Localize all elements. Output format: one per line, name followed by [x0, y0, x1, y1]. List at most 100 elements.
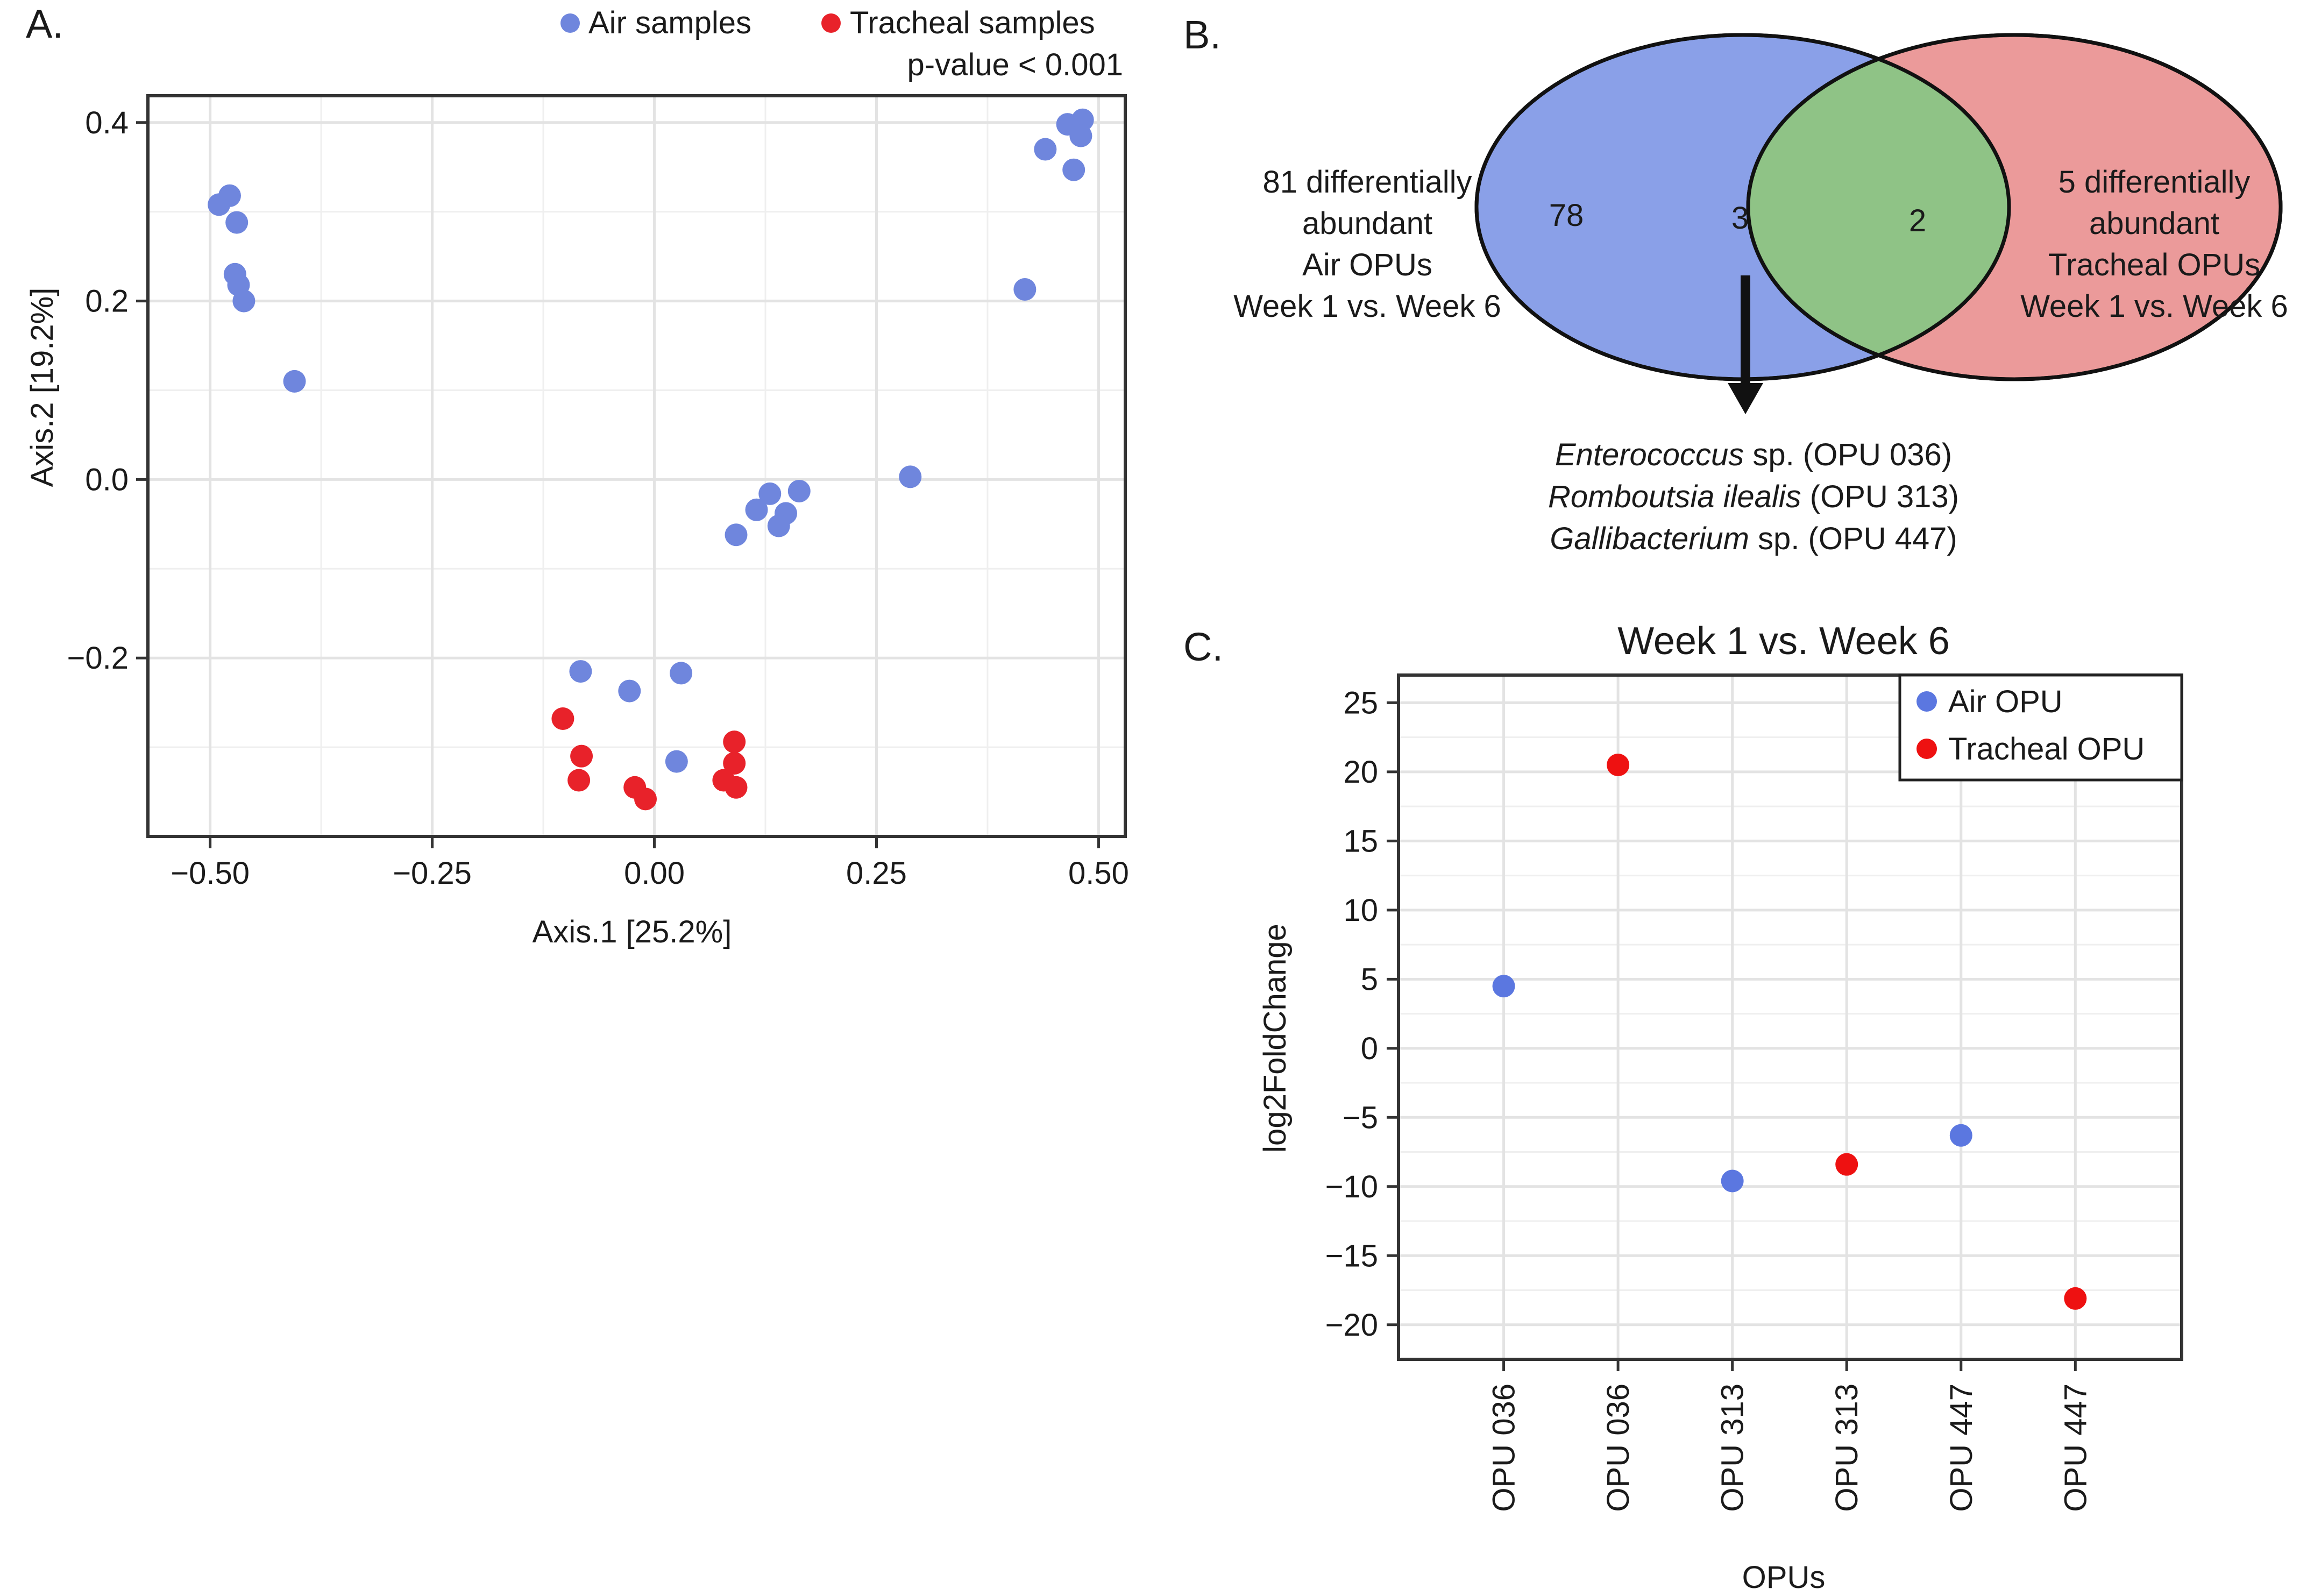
tracheal-opu-point [1835, 1153, 1858, 1176]
p-value-annotation: p-value < 0.001 [907, 47, 1123, 82]
legend-tracheal-label: Tracheal samples [850, 5, 1095, 40]
y-tick-label: 0.4 [85, 105, 129, 140]
pcoa-y-axis-label: Axis.2 [19.2%] [25, 288, 60, 487]
logfc-y-ticks: −20 −15 −10 −5 0 5 10 15 20 25 [1325, 685, 1399, 1343]
y-tick-label: 0.2 [85, 284, 129, 319]
venn-tracheal-count: 2 [1909, 203, 1926, 238]
x-tick-label: −0.50 [171, 856, 250, 891]
air-sample-point [225, 211, 249, 234]
x-tick-label: −0.25 [393, 856, 472, 891]
tracheal-opu-point [2064, 1287, 2087, 1310]
y-tick-label: 5 [1361, 962, 1378, 997]
venn-air-label-line: Air OPUs [1302, 247, 1432, 282]
tracheal-opu-point [1607, 754, 1630, 777]
y-tick-label: −10 [1325, 1169, 1378, 1204]
air-opu-point [1492, 975, 1515, 998]
air-sample-point [787, 479, 811, 502]
y-tick-label: 0.0 [85, 462, 129, 497]
air-sample-point [283, 370, 306, 393]
species-genus: Gallibacterium [1550, 521, 1749, 556]
air-opu-point [1721, 1169, 1744, 1193]
tracheal-sample-point [723, 730, 746, 754]
pcoa-y-ticks: −0.2 0.0 0.2 0.4 [67, 105, 148, 676]
pcoa-plot-frame [146, 94, 1127, 838]
air-sample-point [232, 289, 255, 313]
pcoa-panel: A. Air samples Tracheal samples p-value … [25, 2, 1129, 949]
logfc-x-axis-label: OPUs [1742, 1560, 1826, 1595]
legend-air-opu-marker [1916, 691, 1937, 712]
air-sample-point [899, 465, 922, 488]
shared-species-list: Enterococcus sp. (OPU 036) Romboutsia il… [1548, 437, 1959, 556]
species-line: Romboutsia ilealis (OPU 313) [1548, 479, 1959, 514]
air-sample-point [1069, 124, 1092, 147]
tracheal-sample-point [570, 744, 593, 768]
venn-overlap-count: 3 [1731, 201, 1749, 236]
air-sample-point [758, 482, 782, 505]
panel-c-letter: C. [1183, 625, 1223, 669]
air-sample-point [670, 662, 693, 685]
y-tick-label: 0 [1361, 1031, 1378, 1066]
species-genus: Enterococcus [1555, 437, 1744, 472]
x-tick-label: OPU 036 [1487, 1384, 1522, 1512]
venn-tracheal-label-line: 5 differentially [2059, 165, 2251, 200]
x-tick-label: 0.00 [624, 856, 685, 891]
tracheal-sample-point [551, 707, 574, 730]
tracheal-sample-point [634, 788, 657, 811]
air-sample-point [1062, 158, 1085, 181]
y-tick-label: 20 [1343, 755, 1378, 790]
x-tick-label: OPU 447 [2058, 1384, 2093, 1512]
x-tick-label: 0.50 [1068, 856, 1129, 891]
logfc-points [1492, 754, 2087, 1310]
venn-air-label-line: abundant [1302, 206, 1432, 241]
air-sample-point [767, 514, 790, 537]
air-sample-point [1034, 138, 1057, 161]
venn-tracheal-outline [1746, 33, 2283, 381]
air-sample-point [569, 660, 592, 683]
panel-b-letter: B. [1183, 12, 1221, 57]
species-detail: (OPU 313) [1801, 479, 1959, 514]
legend-tracheal-marker [821, 13, 841, 33]
species-detail: sp. (OPU 447) [1749, 521, 1957, 556]
air-sample-point [665, 750, 688, 773]
air-sample-point [218, 184, 241, 207]
logfc-grid [1399, 675, 2182, 1359]
tracheal-sample-point [725, 776, 748, 799]
y-tick-label: −20 [1325, 1308, 1378, 1343]
air-sample-point [725, 523, 748, 547]
legend-tracheal-opu-label: Tracheal OPU [1948, 732, 2145, 767]
tracheal-sample-point [567, 769, 591, 792]
venn-air-label-line: 81 differentially [1262, 165, 1472, 200]
air-sample-point [1013, 278, 1037, 301]
x-tick-label: OPU 036 [1601, 1384, 1636, 1512]
venn-tracheal-description: 5 differentially abundant Tracheal OPUs … [2020, 165, 2288, 324]
logfc-y-axis-label: log2FoldChange [1258, 924, 1293, 1153]
pcoa-x-ticks: −0.50 −0.25 0.00 0.25 0.50 [171, 836, 1129, 891]
y-tick-label: 10 [1343, 893, 1378, 928]
legend-tracheal-opu-marker [1916, 739, 1937, 759]
pcoa-x-axis-label: Axis.1 [25.2%] [533, 914, 732, 949]
air-sample-point [745, 498, 768, 521]
y-tick-label: 15 [1343, 824, 1378, 859]
species-detail: sp. (OPU 036) [1744, 437, 1952, 472]
species-line: Gallibacterium sp. (OPU 447) [1550, 521, 1957, 556]
venn-arrow [1728, 275, 1763, 414]
y-tick-label: −0.2 [67, 641, 129, 676]
y-tick-label: 25 [1343, 685, 1378, 720]
venn-air-label-line: Week 1 vs. Week 6 [1233, 289, 1501, 324]
venn-air-description: 81 differentially abundant Air OPUs Week… [1233, 165, 1501, 324]
legend-air-label: Air samples [588, 5, 751, 40]
pcoa-points [208, 108, 1094, 811]
y-tick-label: −5 [1343, 1100, 1378, 1135]
panel-a-letter: A. [26, 2, 63, 46]
x-tick-label: OPU 447 [1944, 1384, 1979, 1512]
species-line: Enterococcus sp. (OPU 036) [1555, 437, 1952, 472]
venn-panel: B. 78 3 2 81 differentially abundant Air… [1183, 12, 2288, 556]
pcoa-legend: Air samples Tracheal samples p-value < 0… [560, 5, 1123, 82]
x-tick-label: OPU 313 [1715, 1384, 1750, 1512]
legend-air-opu-label: Air OPU [1948, 684, 2063, 719]
air-sample-point [618, 679, 641, 703]
legend-air-marker [560, 13, 580, 33]
logfc-panel: C. Week 1 vs. Week 6 OPU 036 OPU 036 OPU 3… [1183, 620, 2183, 1595]
species-genus: Romboutsia ilealis [1548, 479, 1801, 514]
